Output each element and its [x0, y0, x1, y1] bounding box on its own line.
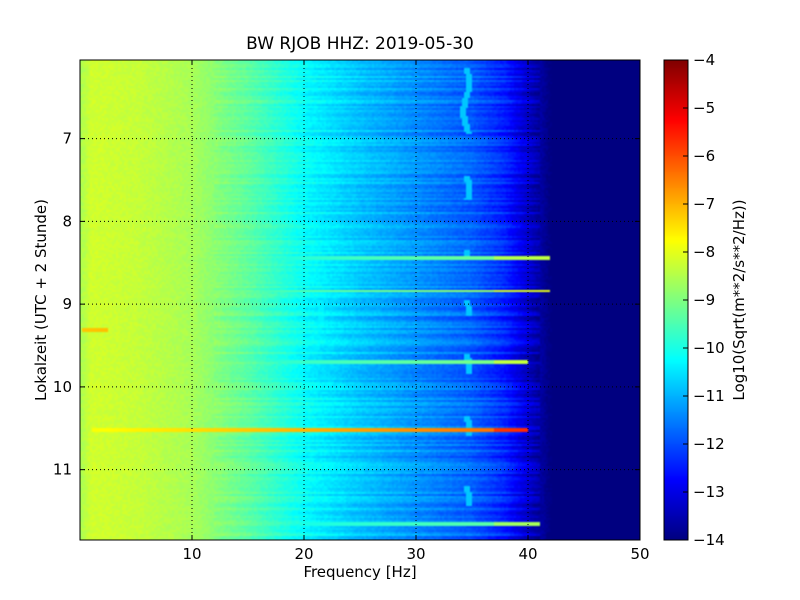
chart-title: BW RJOB HHZ: 2019-05-30 — [246, 34, 474, 54]
colorbar-tick-label: −6 — [693, 147, 715, 165]
grid-lines — [80, 60, 640, 540]
colorbar-tick-label: −4 — [693, 51, 715, 69]
x-axis-label: Frequency [Hz] — [303, 563, 416, 581]
colorbar-tick-label: −10 — [693, 339, 725, 357]
colorbar-tick-label: −5 — [693, 99, 715, 117]
x-axis: 10 20 30 40 50 — [182, 60, 650, 563]
y-axis-label: Lokalzeit (UTC + 2 Stunde) — [32, 199, 50, 401]
colorbar: −4 −5 −6 −7 −8 −9 −10 −11 −12 −13 −14 Log10(Sqrt(m… — [663, 51, 748, 549]
colorbar-tick-label: −13 — [693, 483, 725, 501]
colorbar-tick-label: −14 — [693, 531, 725, 549]
x-tick-label: 50 — [630, 545, 649, 563]
colorbar-tick-label: −9 — [693, 291, 715, 309]
colorbar-label: Log10(Sqrt(m**2/s**2/Hz)) — [730, 199, 748, 400]
colorbar-tick-label: −8 — [693, 243, 715, 261]
y-tick-label: 8 — [62, 212, 72, 230]
y-tick-label: 10 — [53, 378, 72, 396]
plot-area — [79, 59, 641, 541]
colorbar-tick-label: −12 — [693, 435, 725, 453]
colorbar-tick-label: −7 — [693, 195, 715, 213]
y-tick-label: 9 — [62, 295, 72, 313]
colorbar-tick-label: −11 — [693, 387, 725, 405]
spectrogram-heatmap — [80, 60, 640, 540]
x-tick-label: 30 — [406, 545, 425, 563]
x-tick-label: 10 — [182, 545, 201, 563]
x-tick-label: 20 — [294, 545, 313, 563]
y-axis: 7 8 9 10 11 — [53, 130, 640, 479]
plot-frame — [79, 59, 641, 541]
colorbar-ticks: −4 −5 −6 −7 −8 −9 −10 −11 −12 −13 −14 — [683, 51, 725, 549]
x-tick-label: 40 — [518, 545, 537, 563]
y-tick-label: 7 — [62, 130, 72, 148]
y-tick-label: 11 — [53, 461, 72, 479]
